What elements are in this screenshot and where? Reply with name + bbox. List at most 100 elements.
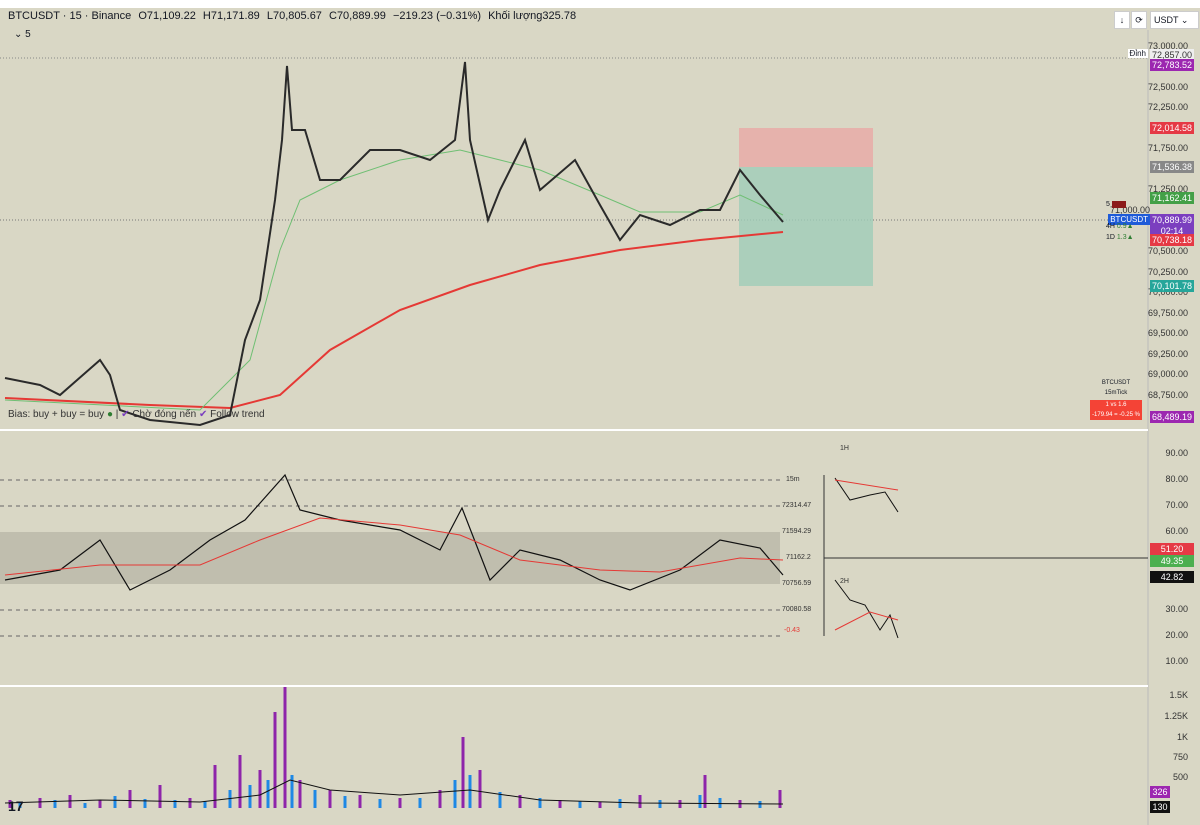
price-candles (4, 61, 784, 427)
price-badge: 72,014.58 (1150, 122, 1194, 134)
price-tick: 71,000.00 (1109, 205, 1150, 215)
top-strip (0, 0, 1200, 8)
rsi-badge: 49.35 (1150, 555, 1194, 567)
rsi-band (0, 532, 780, 584)
volume-badge: 130 (1150, 801, 1170, 813)
price-tick: 69,250.00 (1147, 349, 1188, 359)
volume-tick: 1K (1176, 732, 1188, 742)
volume-tick: 1.5K (1169, 690, 1188, 700)
tick-symbol: BTCUSDT (1101, 380, 1131, 386)
rsi-line (4, 473, 784, 591)
rsi-badge: 51.20 (1150, 543, 1194, 555)
mtf-cell: 1D (1106, 234, 1115, 241)
open: O71,109.22 (138, 10, 196, 22)
mtf-row (1106, 210, 1134, 221)
price-badge: 71,162.41 (1150, 192, 1194, 204)
price-badge: 68,489.19 (1150, 411, 1194, 423)
rsi-tick: 70.00 (1165, 500, 1188, 510)
volume-badge: 326 (1150, 786, 1170, 798)
rsi-label: 70080.58 (782, 606, 812, 613)
price-tick: 70,250.00 (1147, 267, 1188, 277)
tv-logo: 17 (8, 798, 24, 814)
rsi-ma (4, 517, 784, 576)
tick-box: BTCUSDT 15mTick 1 vs 1.6 -179.94 = -0.25… (1090, 380, 1142, 420)
rsi-tick: 20.00 (1165, 630, 1188, 640)
volume-bars (8, 687, 782, 808)
rsi-badge: 42.82 (1150, 571, 1194, 583)
indicator-count: 5 (25, 29, 31, 40)
peak-label: Đỉnh (1127, 49, 1148, 58)
volume-tick: 500 (1172, 772, 1188, 782)
currency: USDT (1154, 15, 1179, 25)
symbol-header: BTCUSDT · 15 · Binance O71,109.22 H71,17… (8, 10, 580, 22)
target-zone (739, 167, 873, 286)
mtf-cell-color (1111, 201, 1126, 208)
price-tick: 71,250.00 (1147, 184, 1188, 194)
rsi-1h (834, 477, 899, 513)
mtf-cell: 5 (1106, 201, 1110, 208)
price-badge: 71,536.38 (1150, 161, 1194, 173)
volume-ma (4, 779, 784, 805)
price-tick: 69,000.00 (1147, 369, 1188, 379)
price-tick: 69,750.00 (1147, 308, 1188, 318)
rsi-label: 72314.47 (782, 502, 812, 509)
symbol[interactable]: BTCUSDT · 15 · Binance (8, 10, 132, 22)
rsi-label: 1H (840, 445, 849, 452)
mtf-row: 4H 0.9▲ (1106, 221, 1134, 232)
tick-tf: 15mTick (1104, 390, 1128, 396)
rsi-label: 2H (840, 578, 849, 585)
legend-item: Follow trend (210, 409, 265, 420)
volume-tick: 1.25K (1164, 711, 1188, 721)
legend-item: Bias: buy + buy = buy (8, 409, 105, 420)
mtf-row: 1D 1.3▲ (1106, 232, 1134, 243)
price-tick: 70,500.00 (1147, 246, 1188, 256)
rsi-2h-ma (834, 611, 899, 631)
price-tick: 71,750.00 (1147, 143, 1188, 153)
stop-zone (739, 128, 873, 167)
price-badge: 70,738.18 (1150, 234, 1194, 246)
mtf-cell: 4H (1106, 223, 1115, 230)
mtf-table: 5 4H 0.9▲ 1D 1.3▲ (1106, 199, 1134, 243)
rsi-tick: 60.00 (1165, 526, 1188, 536)
rsi-2h (834, 579, 899, 639)
high: H71,171.89 (202, 10, 260, 22)
peak-badge: 72,857.00 (1150, 49, 1194, 61)
price-tick: 72,250.00 (1147, 102, 1188, 112)
rsi-tick: 30.00 (1165, 604, 1188, 614)
volume-tick: 750 (1172, 752, 1188, 762)
mtf-cell: 0.9▲ (1116, 223, 1134, 230)
mtf-cell: 1.3▲ (1116, 234, 1134, 241)
rsi-label: 70756.59 (782, 580, 812, 587)
ma-line (4, 231, 784, 410)
low: L70,805.67 (266, 10, 322, 22)
rsi-levels (0, 479, 780, 637)
refresh-button[interactable]: ⟳ (1131, 11, 1147, 29)
last-price-badge: 70,889.99 (1150, 214, 1194, 226)
price-tick: 70,000.00 (1147, 287, 1188, 297)
mtf-row: 5 (1106, 199, 1134, 210)
price-badge: 72,783.52 (1150, 59, 1194, 71)
rsi-tick: 80.00 (1165, 474, 1188, 484)
price-tick: 68,750.00 (1147, 390, 1188, 400)
currency-select[interactable]: USDT ⌄ (1150, 11, 1199, 29)
rsi-tick: 90.00 (1165, 448, 1188, 458)
tick-diff: -179.94 = -0.25 % (1090, 410, 1142, 420)
symbol-badge: BTCUSDT (1108, 214, 1150, 225)
rsi-label: -0.43 (784, 627, 800, 634)
indicator-toggle[interactable]: ⌄ 5 (14, 29, 31, 40)
ema-line (4, 149, 784, 411)
download-button[interactable]: ↓ (1114, 11, 1130, 29)
price-badge: 70,101.78 (1150, 280, 1194, 292)
price-tick: 73,000.00 (1147, 41, 1188, 51)
volume: Khối lượng325.78 (488, 10, 577, 22)
rsi-tick: 10.00 (1165, 656, 1188, 666)
rsi-label: 71594.29 (782, 528, 812, 535)
rsi-label: 71162.2 (786, 554, 811, 561)
price-tick: 69,500.00 (1147, 328, 1188, 338)
tick-ratio: 1 vs 1.6 (1090, 400, 1142, 410)
rsi-1h-ma (834, 479, 899, 491)
price-tick: 72,500.00 (1147, 82, 1188, 92)
close: C70,889.99 (329, 10, 386, 22)
